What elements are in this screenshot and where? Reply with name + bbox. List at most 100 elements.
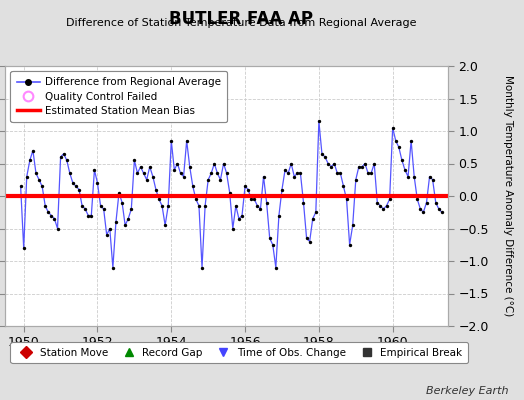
Point <box>192 196 200 202</box>
Point <box>250 196 258 202</box>
Text: BUTLER FAA AP: BUTLER FAA AP <box>169 10 313 28</box>
Point <box>108 264 117 271</box>
Point <box>293 170 301 176</box>
Point <box>121 222 129 228</box>
Point <box>278 186 286 193</box>
Point <box>136 164 145 170</box>
Point <box>379 206 388 212</box>
Point <box>299 199 308 206</box>
Point <box>275 212 283 219</box>
Point <box>321 154 329 160</box>
Point <box>398 157 406 164</box>
Point <box>44 209 52 216</box>
Point <box>271 264 280 271</box>
Point <box>185 164 194 170</box>
Point <box>50 216 59 222</box>
Point <box>284 170 292 176</box>
Point <box>241 183 249 190</box>
Point <box>29 147 37 154</box>
Point <box>81 206 90 212</box>
Point <box>340 183 348 190</box>
Legend: Station Move, Record Gap, Time of Obs. Change, Empirical Break: Station Move, Record Gap, Time of Obs. C… <box>10 342 468 363</box>
Point <box>130 157 138 164</box>
Point <box>425 173 434 180</box>
Point <box>429 176 437 183</box>
Point <box>57 154 65 160</box>
Point <box>388 124 397 131</box>
Point <box>287 160 296 167</box>
Legend: Difference from Regional Average, Quality Control Failed, Estimated Station Mean: Difference from Regional Average, Qualit… <box>10 71 227 122</box>
Point <box>179 173 188 180</box>
Text: Difference of Station Temperature Data from Regional Average: Difference of Station Temperature Data f… <box>66 18 416 28</box>
Point <box>62 157 71 164</box>
Point <box>201 202 209 209</box>
Point <box>336 170 345 176</box>
Point <box>84 212 92 219</box>
Point <box>66 170 74 176</box>
Point <box>149 173 157 180</box>
Point <box>383 202 391 209</box>
Point <box>146 164 154 170</box>
Point <box>410 173 418 180</box>
Point <box>370 160 378 167</box>
Point <box>167 138 176 144</box>
Point <box>330 160 339 167</box>
Point <box>244 186 253 193</box>
Point <box>210 160 219 167</box>
Point <box>161 222 169 228</box>
Point <box>253 202 261 209</box>
Point <box>225 190 234 196</box>
Point <box>16 183 25 190</box>
Point <box>407 138 416 144</box>
Point <box>23 173 31 180</box>
Point <box>105 225 114 232</box>
Point <box>324 160 332 167</box>
Point <box>112 219 120 225</box>
Point <box>259 173 268 180</box>
Point <box>345 242 354 248</box>
Point <box>263 199 271 206</box>
Point <box>342 196 351 202</box>
Point <box>361 160 369 167</box>
Point <box>75 186 83 193</box>
Point <box>133 170 141 176</box>
Point <box>139 170 148 176</box>
Point <box>223 170 231 176</box>
Point <box>432 199 440 206</box>
Point <box>127 206 136 212</box>
Point <box>170 167 179 173</box>
Point <box>53 225 62 232</box>
Text: Berkeley Earth: Berkeley Earth <box>426 386 508 396</box>
Point <box>38 183 46 190</box>
Point <box>235 216 243 222</box>
Point <box>207 170 215 176</box>
Point <box>290 173 299 180</box>
Point <box>391 138 400 144</box>
Point <box>376 202 385 209</box>
Point <box>103 232 111 238</box>
Point <box>312 209 320 216</box>
Point <box>358 164 366 170</box>
Point <box>152 186 160 193</box>
Point <box>247 196 255 202</box>
Point <box>266 235 274 242</box>
Point <box>386 196 394 202</box>
Point <box>69 180 77 186</box>
Point <box>373 199 381 206</box>
Point <box>256 206 265 212</box>
Point <box>395 144 403 150</box>
Point <box>173 160 182 167</box>
Point <box>90 167 99 173</box>
Point <box>35 176 43 183</box>
Point <box>438 209 446 216</box>
Point <box>333 170 342 176</box>
Point <box>367 170 375 176</box>
Y-axis label: Monthly Temperature Anomaly Difference (°C): Monthly Temperature Anomaly Difference (… <box>503 75 513 317</box>
Point <box>182 138 191 144</box>
Point <box>164 202 172 209</box>
Point <box>269 242 277 248</box>
Point <box>401 167 409 173</box>
Point <box>32 170 40 176</box>
Point <box>309 216 317 222</box>
Point <box>41 202 49 209</box>
